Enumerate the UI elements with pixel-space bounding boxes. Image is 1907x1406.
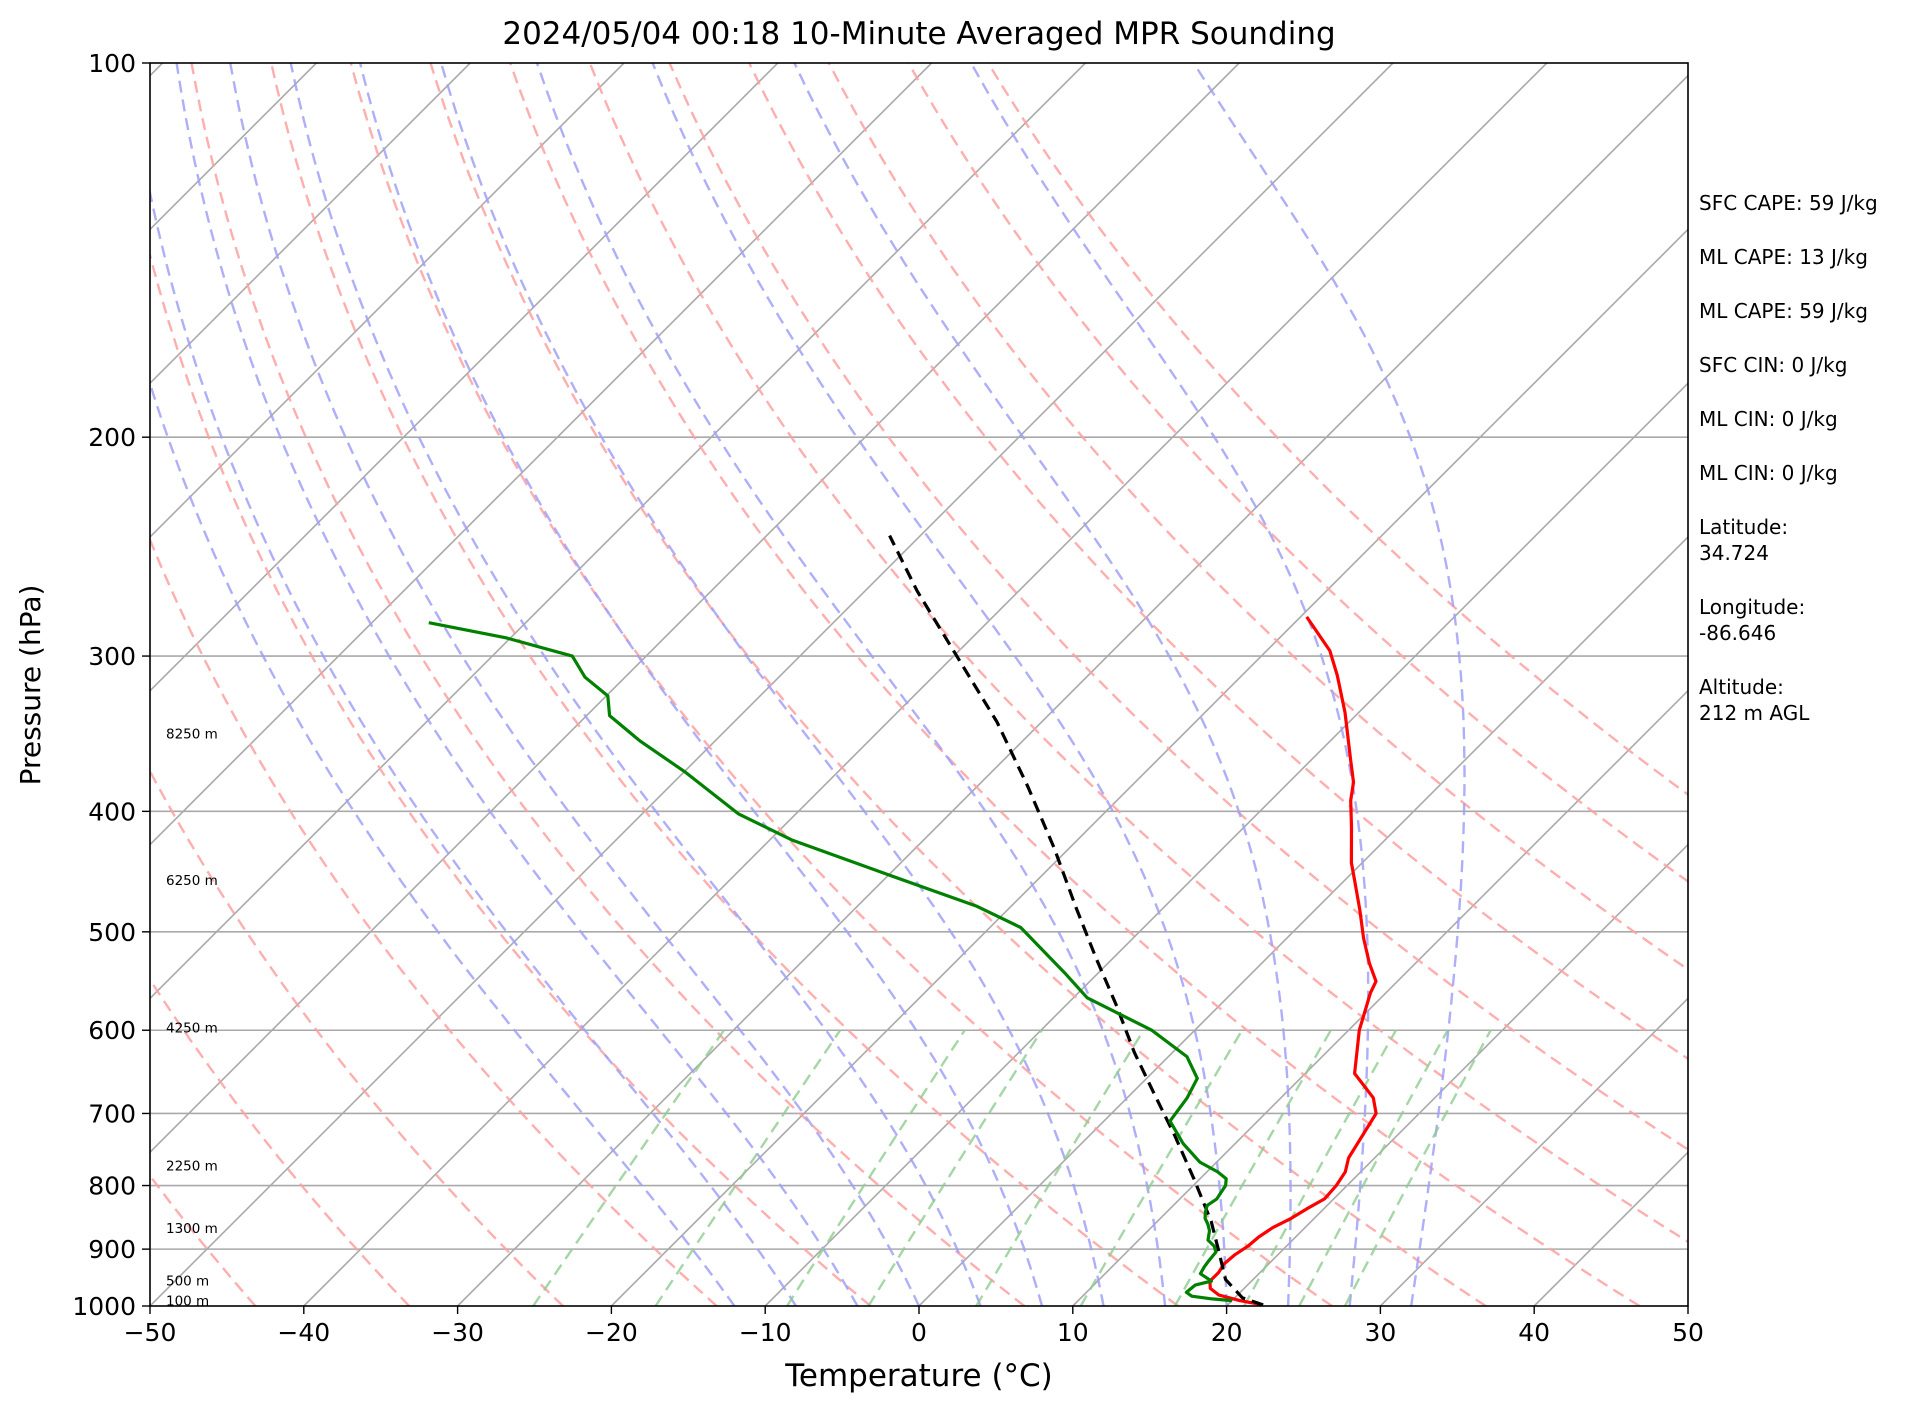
mixing-ratio-line xyxy=(1079,1029,1244,1306)
x-tick-label: 50 xyxy=(1672,1318,1704,1347)
isotherm-line xyxy=(150,63,779,692)
y-tick-label: 1000 xyxy=(72,1292,136,1321)
height-label: 1300 m xyxy=(166,1221,218,1237)
isotherm-line xyxy=(150,63,471,385)
moist-adiabat-line xyxy=(1192,63,1466,1306)
mixing-ratio-line xyxy=(867,1029,1043,1306)
mixing-ratio-line xyxy=(785,1029,966,1306)
dry-adiabat-line xyxy=(668,63,1688,1151)
y-tick-label: 300 xyxy=(88,642,136,671)
annotation-text: ML CIN: 0 J/kg xyxy=(1699,407,1838,431)
isotherm-line xyxy=(150,63,933,846)
x-tick-label: 40 xyxy=(1518,1318,1550,1347)
x-tick-label: −20 xyxy=(585,1318,638,1347)
x-tick-label: −40 xyxy=(277,1318,330,1347)
dewpoint-trace xyxy=(428,621,1233,1303)
isotherm-line xyxy=(150,63,1240,1154)
height-label: 500 m xyxy=(166,1274,209,1290)
height-label: 6250 m xyxy=(166,873,218,889)
x-tick-label: 0 xyxy=(911,1318,927,1347)
sounding-series xyxy=(428,534,1378,1306)
y-tick-label: 100 xyxy=(88,49,136,78)
isotherm-line xyxy=(1072,689,1688,1306)
height-label: 4250 m xyxy=(166,1020,218,1036)
dry-adiabat-line xyxy=(349,63,1333,1306)
sounding-parameters: SFC CAPE: 59 J/kg ML CAPE: 13 J/kg ML CAPE… xyxy=(1699,191,1878,725)
moist-adiabat-line xyxy=(439,63,1105,1306)
dry-adiabat-line xyxy=(270,63,1179,1306)
moist-adiabat-line xyxy=(358,63,1044,1306)
y-tick-label: 400 xyxy=(88,797,136,826)
moist-adiabat-line xyxy=(175,63,859,1306)
dry-adiabat-line xyxy=(150,250,872,1306)
y-tick-label: 900 xyxy=(88,1235,136,1264)
height-label: 2250 m xyxy=(166,1158,218,1174)
moist-adiabat-line xyxy=(289,63,982,1306)
isotherm-line xyxy=(303,63,1548,1306)
height-label: 8250 m xyxy=(166,727,218,743)
dry-adiabat-line xyxy=(150,768,564,1306)
mixing-ratio-line xyxy=(1173,1029,1332,1306)
moist-adiabat-line xyxy=(651,63,1228,1306)
mixing-ratio-line xyxy=(532,1029,725,1306)
y-tick-label: 700 xyxy=(88,1099,136,1128)
annotation-text: ML CAPE: 13 J/kg xyxy=(1699,245,1868,269)
y-axis-label: Pressure (hPa) xyxy=(14,585,47,786)
mixing-ratio-line xyxy=(654,1029,842,1306)
moist-adiabat-line xyxy=(150,187,797,1306)
isotherm-line xyxy=(1379,997,1688,1306)
chart-title: 2024/05/04 00:18 10-Minute Averaged MPR … xyxy=(502,16,1335,52)
x-tick-label: 20 xyxy=(1211,1318,1243,1347)
background-lines xyxy=(150,63,1688,1306)
isotherm-line xyxy=(610,228,1688,1306)
x-tick-label: −50 xyxy=(124,1318,177,1347)
mixing-ratio-line xyxy=(975,1029,1145,1306)
annotation-text: Altitude: 212 m AGL xyxy=(1699,675,1810,725)
x-tick-label: 30 xyxy=(1364,1318,1396,1347)
dry-adiabat-line xyxy=(429,63,1487,1306)
height-labels: 8250 m 6250 m 4250 m 2250 m 1300 m 500 m 100 m xyxy=(166,727,218,1310)
mixing-ratio-line xyxy=(1343,1029,1492,1306)
y-tick-label: 600 xyxy=(88,1016,136,1045)
axes: −50 −40 −30 −20 −10 0 10 20 30 40 50 100 200 300 400 50… xyxy=(72,49,1704,1347)
moist-adiabat-line xyxy=(229,63,921,1306)
annotation-text: Longitude: -86.646 xyxy=(1699,595,1805,645)
y-tick-label: 800 xyxy=(88,1172,136,1201)
x-tick-label: 10 xyxy=(1057,1318,1089,1347)
height-label: 100 m xyxy=(166,1294,209,1310)
isotherm-line xyxy=(764,382,1688,1306)
annotation-text: ML CIN: 0 J/kg xyxy=(1699,461,1838,485)
isotherm-line xyxy=(150,63,625,539)
moist-adiabat-line xyxy=(535,63,1167,1306)
moist-adiabat-line xyxy=(969,63,1370,1306)
dry-adiabat-line xyxy=(987,63,1688,797)
isotherm-line xyxy=(150,63,1086,1000)
x-axis-label: Temperature (°C) xyxy=(784,1358,1053,1394)
moist-adiabat-line xyxy=(150,379,736,1306)
dry-adiabat-line xyxy=(150,977,411,1306)
dry-adiabat-line xyxy=(190,63,1026,1306)
dry-adiabat-line xyxy=(150,536,718,1306)
isotherm-line xyxy=(1226,843,1688,1306)
y-tick-label: 500 xyxy=(88,918,136,947)
y-tick-label: 200 xyxy=(88,423,136,452)
annotation-text: Latitude: 34.724 xyxy=(1699,515,1788,565)
annotation-text: SFC CIN: 0 J/kg xyxy=(1699,353,1847,377)
annotation-text: ML CAPE: 59 J/kg xyxy=(1699,299,1868,323)
x-tick-label: −30 xyxy=(431,1318,484,1347)
x-tick-label: −10 xyxy=(739,1318,792,1347)
dry-adiabat-line xyxy=(588,63,1688,1244)
dry-adiabat-line xyxy=(509,63,1641,1306)
isotherm-line xyxy=(457,74,1688,1306)
annotation-text: SFC CAPE: 59 J/kg xyxy=(1699,191,1878,215)
dry-adiabat-line xyxy=(748,63,1688,1061)
mixing-ratio-line xyxy=(1298,1029,1449,1306)
